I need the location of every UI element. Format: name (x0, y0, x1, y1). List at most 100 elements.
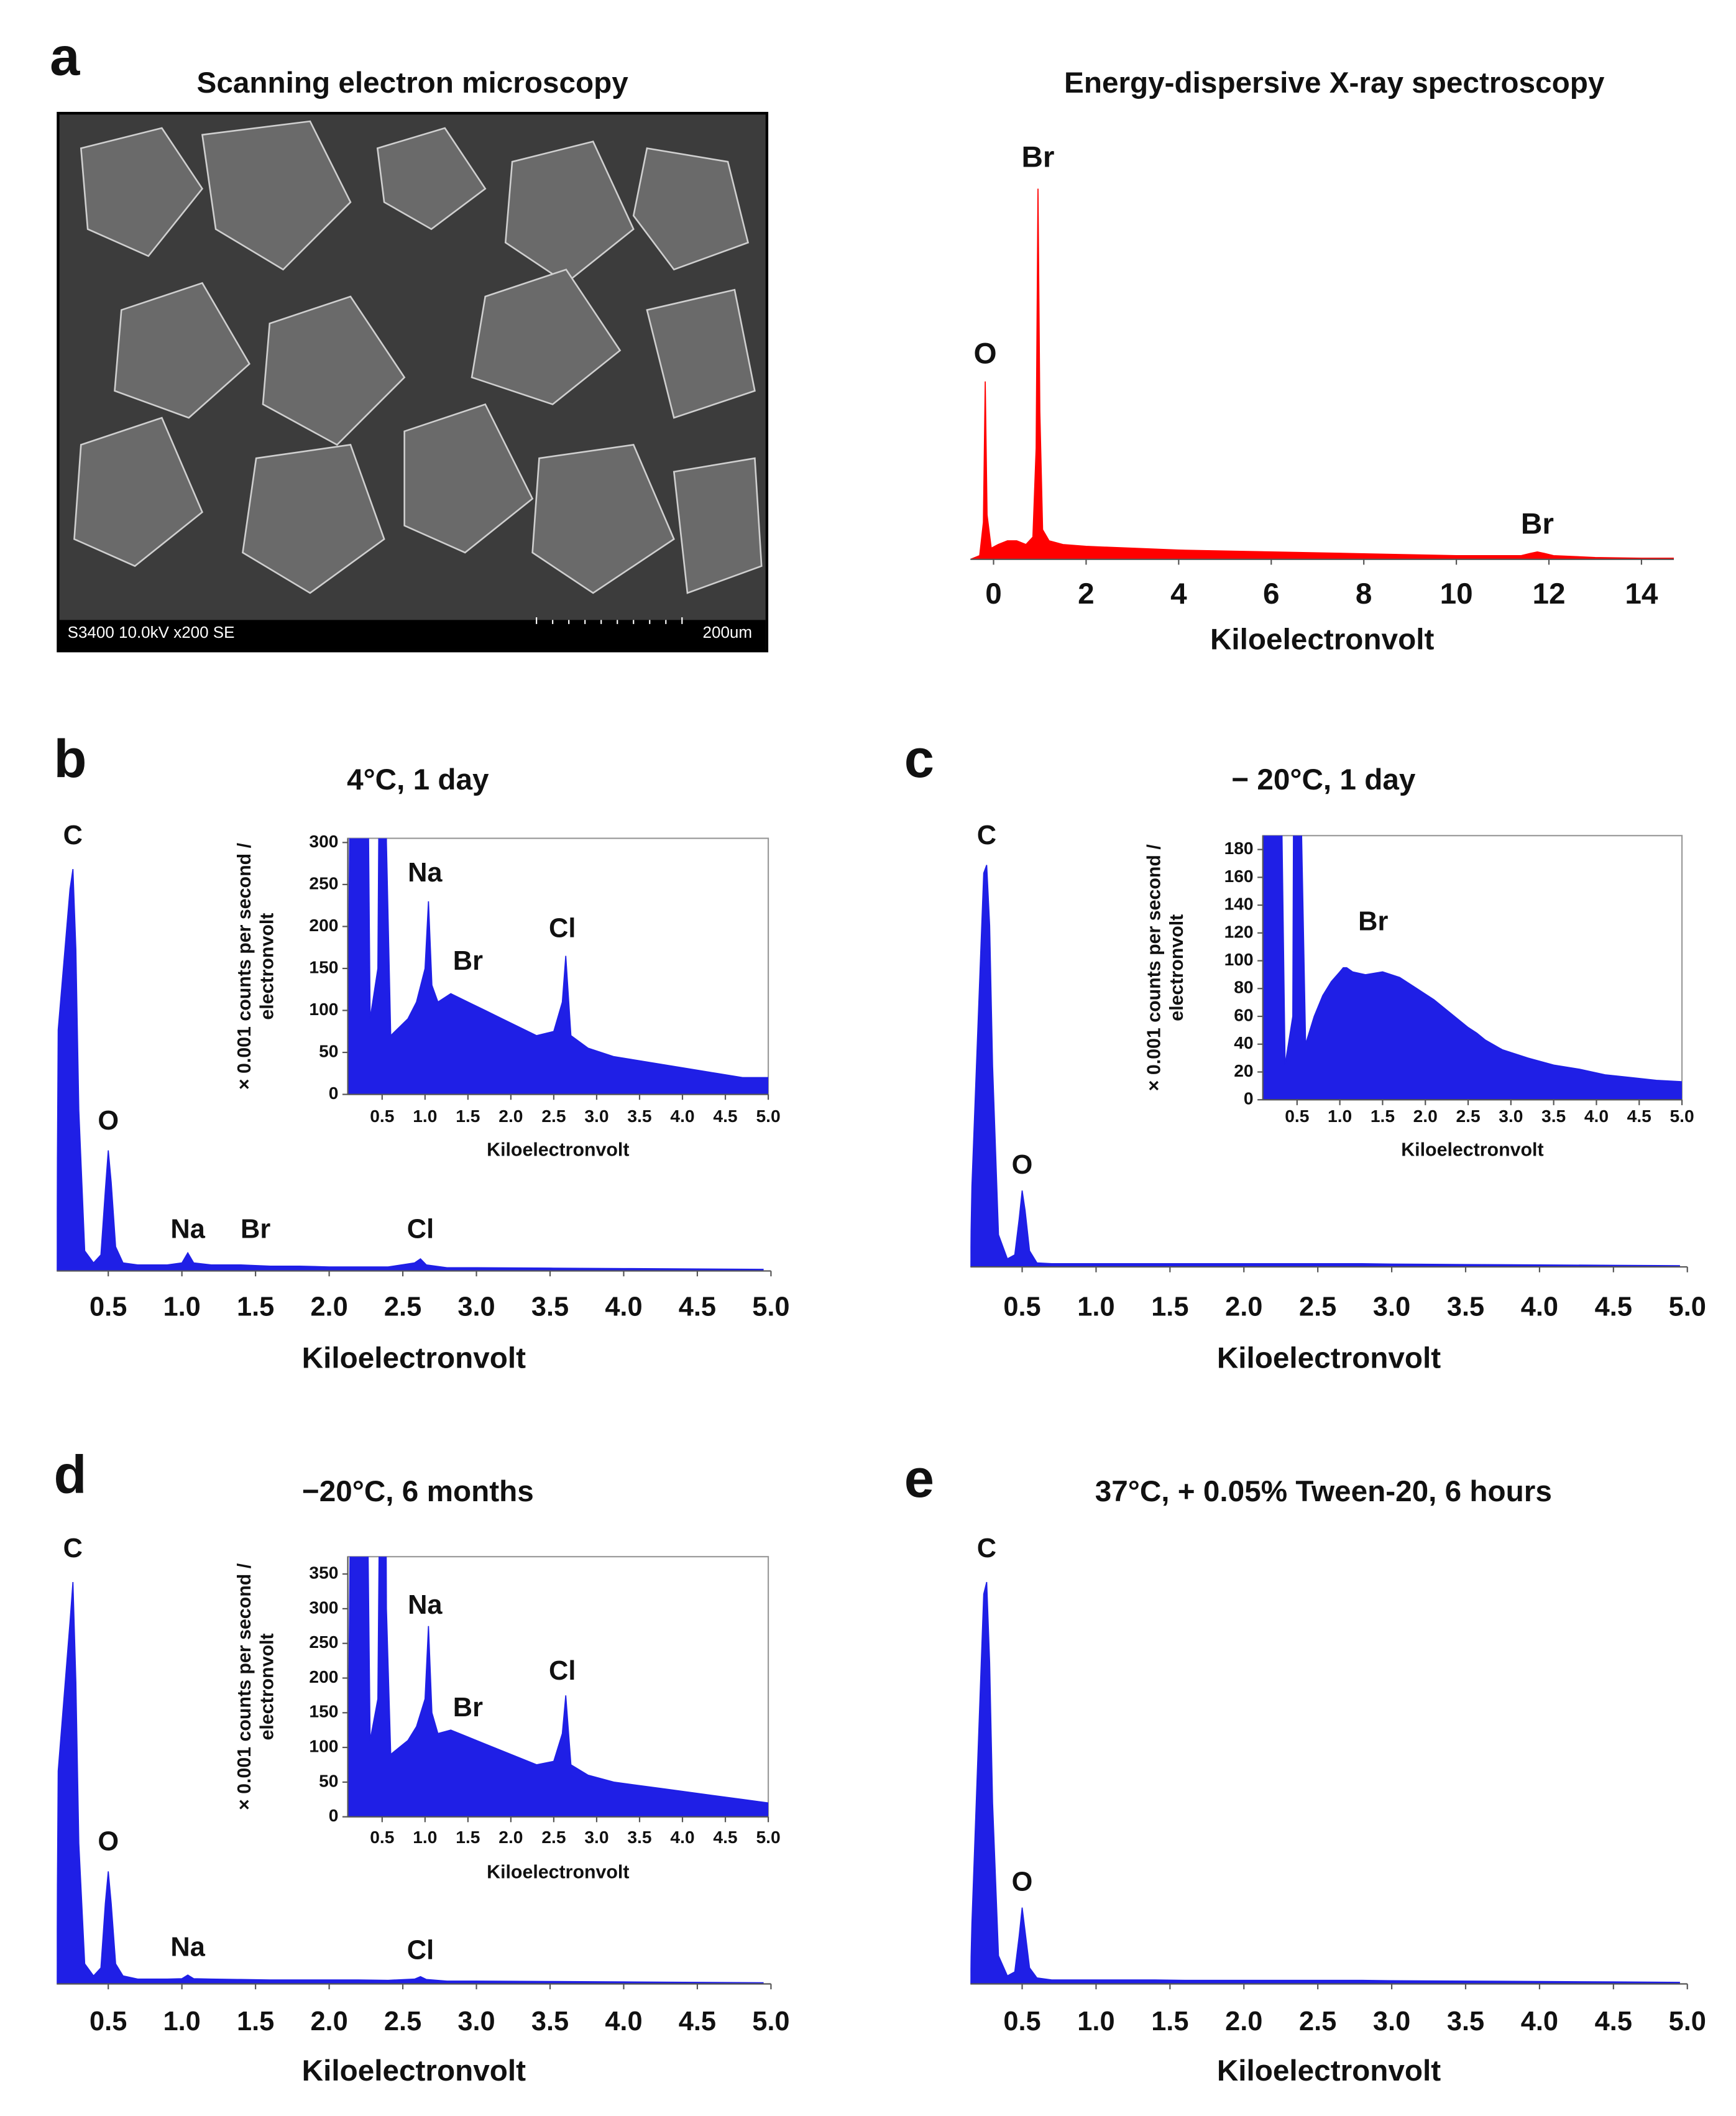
chart-title: 37°C, + 0.05% Tween-20, 6 hours (1095, 1475, 1552, 1508)
spectrum-line (347, 838, 769, 1095)
x-tick-label: 5.0 (752, 1292, 789, 1322)
y-tick-label: 20 (1234, 1060, 1253, 1080)
x-tick-label: 2.5 (541, 1827, 566, 1847)
y-tick-label: 0 (329, 1805, 339, 1825)
sem-caption: S3400 10.0kV x200 SE (68, 623, 235, 642)
peak-label: Br (1021, 140, 1054, 173)
y-tick-label: 120 (1224, 921, 1254, 941)
peak-label: Br (1521, 508, 1554, 541)
peak-label: O (1012, 1150, 1033, 1180)
x-tick-label: 2.5 (1299, 2007, 1336, 2036)
x-axis-label: Kiloelectronvolt (1217, 2054, 1441, 2087)
x-tick-label: 0.5 (90, 1292, 127, 1322)
y-axis-label: electronvolt (257, 913, 278, 1020)
x-axis-label: Kiloelectronvolt (1210, 623, 1434, 656)
x-tick-label: 0.5 (1003, 1292, 1040, 1322)
x-axis-label: Kiloelectronvolt (1217, 1341, 1441, 1374)
x-tick-label: 12 (1532, 577, 1565, 610)
peak-label: C (977, 821, 996, 850)
peak-label: O (1012, 1867, 1033, 1897)
chart-title: − 20°C, 1 day (1231, 763, 1416, 796)
y-tick-label: 250 (309, 1632, 338, 1652)
panel-label: b (53, 729, 86, 789)
peak-label: O (974, 337, 997, 370)
y-axis-label: × 0.001 counts per second / (234, 1563, 255, 1810)
x-axis-label: Kiloelectronvolt (487, 1140, 629, 1161)
area-fill (347, 1557, 769, 1817)
y-axis-label: × 0.001 counts per second / (1144, 844, 1164, 1092)
x-tick-label: 0.5 (90, 2007, 127, 2036)
panel-label: c (904, 729, 934, 789)
area-fill (347, 838, 769, 1095)
x-tick-label: 1.5 (237, 2007, 274, 2036)
x-tick-label: 1.0 (413, 1106, 437, 1126)
x-tick-label: 1.0 (1077, 1292, 1114, 1322)
x-tick-label: 2.0 (310, 1292, 347, 1322)
x-tick-label: 4.0 (1521, 1292, 1558, 1322)
x-tick-label: 8 (1356, 577, 1372, 610)
x-tick-label: 3.5 (531, 2007, 569, 2036)
plot-area (970, 865, 1680, 1267)
y-tick-label: 150 (309, 957, 338, 977)
x-tick-label: 2.0 (1225, 1292, 1262, 1322)
panel-label: a (50, 26, 80, 86)
x-tick-label: 4.0 (670, 1827, 694, 1847)
y-tick-label: 40 (1234, 1033, 1253, 1052)
y-tick-label: 100 (309, 1736, 338, 1756)
y-tick-label: 300 (309, 1597, 338, 1617)
x-tick-label: 4.5 (1595, 2007, 1632, 2036)
peak-label: O (98, 1106, 119, 1136)
area-fill (1262, 835, 1683, 1100)
x-tick-label: 4.5 (713, 1106, 737, 1126)
x-tick-label: 3.5 (1447, 2007, 1484, 2036)
peak-label: C (63, 821, 83, 850)
x-tick-label: 14 (1625, 577, 1658, 610)
chart-title: Energy-dispersive X-ray spectroscopy (1064, 67, 1605, 99)
spectrum-line (347, 1557, 769, 1817)
x-tick-label: 2 (1078, 577, 1095, 610)
x-tick-label: 1.5 (456, 1106, 480, 1126)
peak-label: Br (453, 1693, 483, 1723)
x-tick-label: 3.0 (457, 1292, 495, 1322)
area-fill (970, 188, 1674, 559)
peak-label: C (977, 1534, 996, 1563)
y-tick-label: 0 (1244, 1088, 1254, 1108)
y-tick-label: 100 (1224, 949, 1254, 969)
spectrum-line (970, 1581, 1680, 1984)
x-axis-label: Kiloelectronvolt (1401, 1140, 1543, 1161)
spectrum-line (970, 188, 1674, 560)
x-tick-label: 4.5 (1595, 1292, 1632, 1322)
x-tick-label: 0.5 (1285, 1106, 1309, 1126)
x-tick-label: 3.0 (584, 1106, 609, 1126)
x-tick-label: 3.0 (1373, 1292, 1410, 1322)
x-tick-label: 2.0 (498, 1106, 523, 1126)
x-tick-label: 5.0 (752, 2007, 789, 2036)
sem-scale-label: 200um (703, 623, 753, 642)
spectrum-line (1262, 835, 1683, 1100)
y-tick-label: 50 (319, 1041, 338, 1060)
x-tick-label: 2.5 (541, 1106, 566, 1126)
y-tick-label: 160 (1224, 866, 1254, 886)
peak-label: Br (453, 946, 483, 976)
spectrum-line (57, 1581, 764, 1984)
x-tick-label: 2.5 (1299, 1292, 1336, 1322)
peak-label: Na (408, 858, 443, 888)
x-axis-label: Kiloelectronvolt (302, 1341, 526, 1374)
plot-area (57, 1581, 764, 1984)
x-tick-label: 6 (1263, 577, 1280, 610)
x-tick-label: 4.0 (605, 1292, 642, 1322)
x-tick-label: 1.5 (1371, 1106, 1395, 1126)
plot-area (970, 188, 1674, 560)
x-tick-label: 2.0 (1225, 2007, 1262, 2036)
plot-area (347, 838, 769, 1095)
x-tick-label: 0.5 (370, 1106, 394, 1126)
x-tick-label: 3.0 (457, 2007, 495, 2036)
x-tick-label: 3.0 (584, 1827, 609, 1847)
x-tick-label: 1.5 (1151, 2007, 1188, 2036)
y-tick-label: 200 (309, 915, 338, 935)
x-tick-label: 1.5 (237, 1292, 274, 1322)
x-tick-label: 2.0 (498, 1827, 523, 1847)
x-tick-label: 4 (1170, 577, 1187, 610)
